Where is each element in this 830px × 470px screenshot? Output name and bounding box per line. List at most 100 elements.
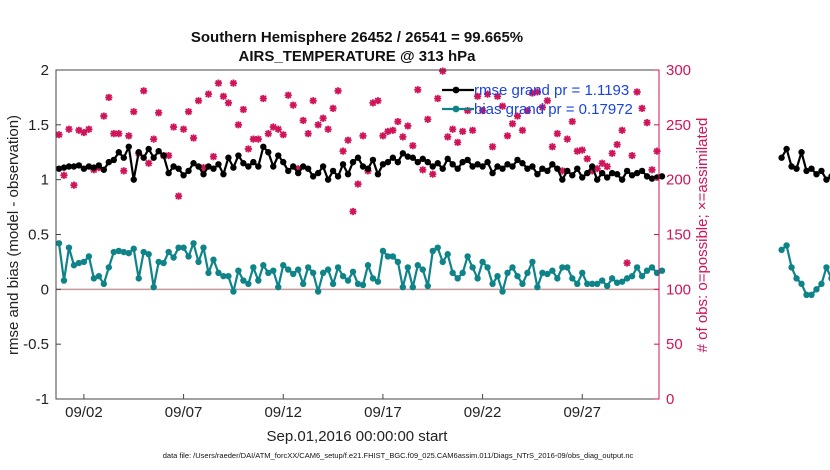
bias-point xyxy=(145,251,152,258)
rmse-point xyxy=(638,167,646,175)
bias-line xyxy=(57,242,830,296)
bias-point xyxy=(389,253,397,260)
rmse-point xyxy=(215,161,222,168)
rmse-point xyxy=(309,173,317,180)
x-tick-label: 09/07 xyxy=(165,404,203,421)
rmse-point xyxy=(275,152,282,159)
obs-count-marker xyxy=(319,114,327,122)
rmse-point xyxy=(245,163,252,170)
bias-point xyxy=(324,266,332,273)
bias-point xyxy=(479,258,486,266)
y-axis-label: rmse and bias (model - observation) xyxy=(5,115,22,355)
obs-count-marker xyxy=(199,164,208,172)
bias-point xyxy=(245,280,252,288)
obs-count-marker xyxy=(379,132,387,140)
obs-count-marker xyxy=(469,126,477,134)
bias-point xyxy=(504,269,511,277)
rmse-point xyxy=(494,163,501,170)
bias-point xyxy=(95,272,103,280)
rmse-point xyxy=(603,174,611,181)
bias-point xyxy=(125,249,132,257)
bias-point xyxy=(484,264,491,271)
rmse-point xyxy=(633,169,641,177)
bias-point xyxy=(75,259,83,267)
rmse-point xyxy=(529,163,536,170)
bias-point xyxy=(628,272,636,280)
obs-count-marker xyxy=(394,117,402,126)
obs-count-marker xyxy=(628,151,636,160)
rmse-point xyxy=(803,167,810,175)
legend-bias-swatch-marker xyxy=(452,105,460,113)
obs-count-marker xyxy=(608,149,616,157)
rmse-point xyxy=(454,165,461,172)
obs-count-marker xyxy=(184,108,193,116)
bias-point xyxy=(334,264,342,271)
bias-point xyxy=(494,272,501,280)
rmse-point xyxy=(185,167,192,175)
x-tick-label: 09/12 xyxy=(264,404,302,421)
bias-point xyxy=(140,248,147,256)
rmse-point xyxy=(85,163,93,170)
rmse-point xyxy=(160,152,167,159)
obs-count-marker xyxy=(553,130,561,138)
bias-point xyxy=(534,283,541,291)
rmse-point xyxy=(429,163,436,170)
rmse-point xyxy=(290,163,297,170)
bias-point xyxy=(569,275,576,282)
obs-count-marker xyxy=(558,167,566,175)
obs-count-marker xyxy=(344,136,352,144)
rmse-point xyxy=(374,170,382,178)
obs-count-marker xyxy=(339,147,347,155)
obs-count-marker xyxy=(234,121,242,129)
bias-point xyxy=(180,244,187,251)
bias-point xyxy=(225,272,232,280)
bias-point xyxy=(185,253,192,260)
bias-point xyxy=(379,247,387,255)
y-tick-label: 0.5 xyxy=(28,227,49,244)
bias-point xyxy=(359,281,367,289)
bias-point xyxy=(170,254,177,261)
obs-count-marker xyxy=(120,167,128,175)
rmse-point xyxy=(265,149,272,156)
rmse-point xyxy=(384,158,392,166)
obs-count-marker xyxy=(618,126,626,134)
bias-point xyxy=(584,280,591,288)
rmse-point xyxy=(65,163,73,170)
rmse-point xyxy=(270,163,277,170)
x-tick-label: 09/22 xyxy=(464,404,502,421)
obs-count-marker xyxy=(229,79,238,87)
obs-count-marker xyxy=(548,143,556,151)
rmse-point xyxy=(534,170,541,178)
bias-point xyxy=(544,270,551,278)
rmse-point xyxy=(569,172,576,179)
rmse-point xyxy=(404,153,412,160)
obs-count-marker xyxy=(369,99,377,107)
obs-count-marker xyxy=(603,162,611,171)
bias-point xyxy=(399,283,407,291)
bias-point xyxy=(444,251,451,258)
obs-count-marker xyxy=(65,125,73,133)
y-right-tick-label: 150 xyxy=(666,227,691,244)
bias-point xyxy=(100,280,108,288)
obs-count-marker xyxy=(85,125,93,133)
obs-count-marker xyxy=(279,131,287,139)
rmse-point xyxy=(574,165,581,172)
rmse-point xyxy=(200,170,207,178)
bias-point xyxy=(220,272,227,280)
rmse-point xyxy=(125,143,132,150)
rmse-point xyxy=(369,156,377,164)
bias-point xyxy=(638,272,646,280)
bias-point xyxy=(314,288,322,295)
bias-point xyxy=(344,277,352,284)
x-axis-label: Sep.01,2016 00:00:00 start xyxy=(267,428,449,445)
bias-point xyxy=(618,278,626,285)
obs-count-marker xyxy=(75,126,83,134)
rmse-point xyxy=(299,163,307,170)
plot-area: -1 -0.5 0 0.5 1 1.5 2 0 50 100 150 200 250 300 09/02 09… xyxy=(23,62,830,421)
rmse-point xyxy=(235,152,242,159)
obs-count-marker xyxy=(274,125,282,133)
y-right-tick-label: 300 xyxy=(666,62,691,79)
obs-count-marker xyxy=(334,87,342,95)
obs-count-marker xyxy=(478,106,487,115)
